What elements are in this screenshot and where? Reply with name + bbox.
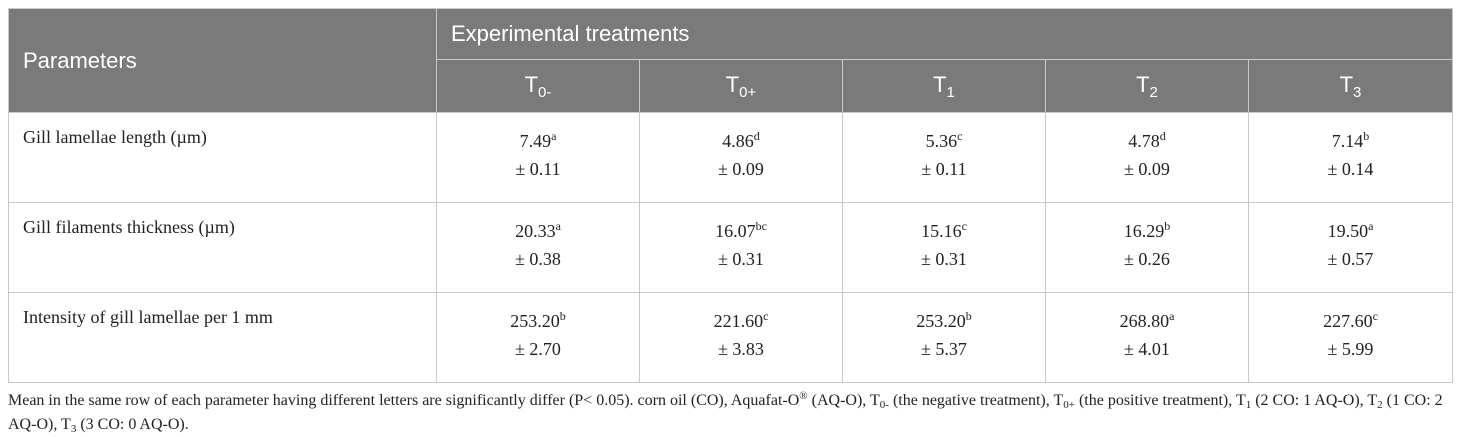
table-cell: 7.14b ± 0.14 xyxy=(1248,112,1453,203)
table-container: Parameters Experimental treatments T0- T… xyxy=(8,8,1453,437)
header-treatment-t3: T3 xyxy=(1248,59,1453,113)
table-cell: 16.29b ± 0.26 xyxy=(1045,202,1249,293)
table-header: Parameters Experimental treatments T0- T… xyxy=(8,8,1453,113)
header-treatment-t0-plus: T0+ xyxy=(639,59,843,113)
results-table: Parameters Experimental treatments T0- T… xyxy=(8,8,1453,383)
table-cell: 20.33a ± 0.38 xyxy=(436,202,640,293)
row-parameter-label: Gill lamellae length (µm) xyxy=(8,112,437,203)
table-cell: 19.50a ± 0.57 xyxy=(1248,202,1453,293)
table-row: Gill lamellae length (µm) 7.49a ± 0.11 4.… xyxy=(8,112,1453,203)
table-row: Intensity of gill lamellae per 1 mm 253.… xyxy=(8,292,1453,383)
header-treatment-t1: T1 xyxy=(842,59,1046,113)
table-cell: 221.60c ± 3.83 xyxy=(639,292,843,383)
table-footnote: Mean in the same row of each parameter h… xyxy=(8,390,1443,435)
table-body: Gill lamellae length (µm) 7.49a ± 0.11 4.… xyxy=(8,112,1453,383)
row-parameter-label: Intensity of gill lamellae per 1 mm xyxy=(8,292,437,383)
table-row: Gill filaments thickness (µm) 20.33a ± 0.… xyxy=(8,202,1453,293)
table-cell: 268.80a ± 4.01 xyxy=(1045,292,1249,383)
table-cell: 253.20b ± 5.37 xyxy=(842,292,1046,383)
table-cell: 4.86d ± 0.09 xyxy=(639,112,843,203)
table-cell: 16.07bc ± 0.31 xyxy=(639,202,843,293)
table-cell: 4.78d ± 0.09 xyxy=(1045,112,1249,203)
header-experimental-treatments: Experimental treatments xyxy=(436,8,1453,60)
header-parameters: Parameters xyxy=(8,8,437,113)
table-cell: 253.20b ± 2.70 xyxy=(436,292,640,383)
table-cell: 5.36c ± 0.11 xyxy=(842,112,1046,203)
table-cell: 7.49a ± 0.11 xyxy=(436,112,640,203)
header-treatment-t2: T2 xyxy=(1045,59,1249,113)
header-treatment-t0-minus: T0- xyxy=(436,59,640,113)
row-parameter-label: Gill filaments thickness (µm) xyxy=(8,202,437,293)
table-cell: 15.16c ± 0.31 xyxy=(842,202,1046,293)
table-cell: 227.60c ± 5.99 xyxy=(1248,292,1453,383)
